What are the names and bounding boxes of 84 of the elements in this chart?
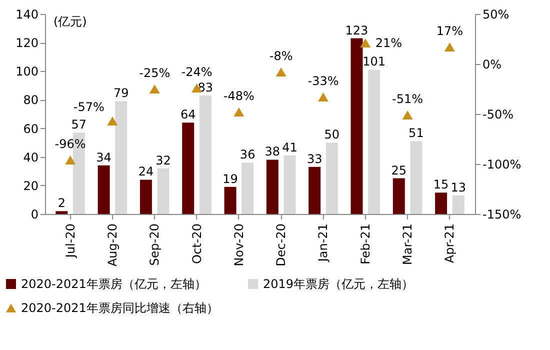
y-tick-label: 100: [16, 64, 38, 79]
bar: [56, 211, 68, 214]
data-label: 50: [324, 128, 340, 142]
x-tick-label: Dec-20: [274, 224, 288, 266]
x-tick-label: Apr-21: [442, 224, 457, 264]
y-tick-label: 0: [30, 208, 38, 222]
bar: [452, 195, 464, 214]
point: [444, 42, 455, 52]
data-label: 24: [138, 164, 154, 179]
bar: [224, 186, 236, 214]
data-label: 25: [391, 163, 407, 178]
bar: [410, 141, 422, 214]
point: [402, 110, 413, 120]
point: [107, 116, 118, 126]
data-label: -24%: [181, 65, 212, 79]
bar: [326, 142, 338, 214]
y-tick-label: 120: [16, 36, 38, 50]
bar: [115, 101, 128, 214]
bar: [435, 192, 448, 214]
data-label: 41: [282, 140, 298, 154]
data-label: 38: [264, 144, 280, 159]
legend-label: 2020-2021年票房同比增速（右轴）: [21, 301, 218, 315]
data-label: 57: [71, 118, 87, 132]
data-label: 36: [240, 148, 256, 162]
y2-tick-label: 50%: [482, 8, 510, 22]
bar: [350, 38, 363, 214]
point: [65, 155, 76, 165]
bar: [308, 166, 321, 214]
y2-tick-label: -50%: [482, 108, 514, 122]
y-tick-label: 80: [23, 93, 38, 108]
y2-tick-label: -100%: [482, 158, 522, 172]
x-tick-label: Sep-20: [148, 224, 162, 266]
data-label: 64: [180, 108, 196, 122]
data-label: 17%: [436, 24, 464, 38]
y2-tick-label: -150%: [482, 208, 522, 222]
y2-tick-label: 0%: [482, 58, 502, 72]
x-tick-label: Oct-20: [190, 224, 204, 264]
y-tick-label: 140: [16, 8, 38, 22]
x-tick-label: Jan-21: [316, 224, 330, 263]
data-label: -48%: [223, 89, 254, 103]
bar: [98, 165, 110, 214]
data-label: 79: [113, 86, 129, 100]
legend-label: 2019年票房（亿元，左轴）: [263, 277, 414, 291]
data-label: -25%: [139, 66, 170, 80]
data-label: 34: [96, 150, 112, 164]
data-label: 32: [156, 153, 171, 168]
bar: [140, 180, 152, 214]
bar: [392, 178, 405, 214]
data-label: -8%: [269, 49, 293, 63]
data-label: -33%: [308, 74, 339, 88]
data-label: 21%: [375, 36, 402, 50]
data-label: 2: [58, 196, 66, 210]
point: [318, 92, 328, 102]
point: [234, 107, 244, 117]
legend-label: 2020-2021年票房（亿元，左轴）: [21, 277, 206, 291]
bar: [284, 155, 296, 214]
x-tick-label: Feb-21: [358, 224, 372, 264]
data-label: 123: [345, 23, 368, 38]
data-label: -51%: [392, 92, 424, 106]
y-axis-title: (亿元): [54, 14, 87, 28]
bar: [182, 122, 194, 214]
point: [360, 38, 371, 48]
x-tick-label: Jul-20: [63, 224, 78, 259]
point: [149, 84, 160, 94]
x-tick-label: Aug-20: [105, 224, 120, 267]
bar: [242, 162, 254, 214]
data-label: 51: [408, 126, 424, 140]
y-tick-label: 60: [23, 122, 38, 136]
x-tick-label: Mar-21: [400, 224, 415, 265]
y-tick-label: 20: [23, 178, 38, 193]
data-label: -57%: [73, 100, 104, 114]
point: [276, 67, 286, 77]
x-tick-label: Nov-20: [232, 224, 246, 266]
data-label: 33: [306, 152, 322, 166]
bar: [368, 70, 380, 214]
data-label: -96%: [54, 137, 86, 151]
bar: [157, 168, 170, 214]
data-label: 101: [362, 54, 386, 69]
data-label: 15: [433, 178, 449, 192]
data-label: 19: [222, 172, 238, 186]
bar: [266, 160, 278, 214]
data-label: 13: [450, 180, 466, 194]
y-tick-label: 40: [23, 150, 38, 164]
bar: [199, 95, 212, 214]
